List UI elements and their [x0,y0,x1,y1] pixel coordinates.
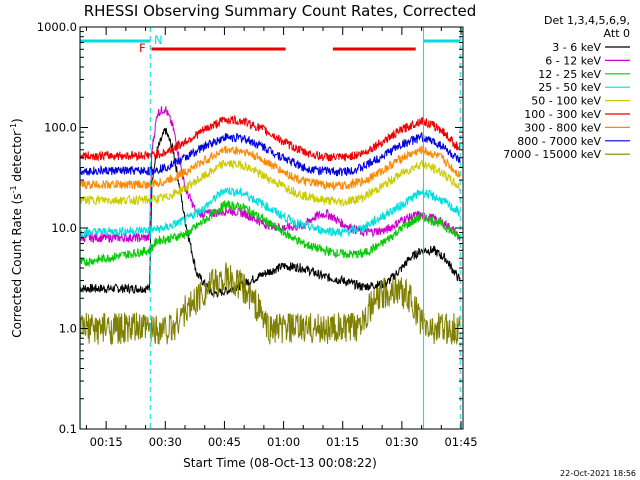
y-tick-label-0: 1000.0 [37,20,77,34]
chart-title: RHESSI Observing Summary Count Rates, Co… [84,2,477,20]
legend-header-1: Det 1,3,4,5,6,9, [544,14,630,27]
legend-label-4: 50 - 100 keV [531,95,601,108]
y-axis-ticks: 1000.0 100.0 10.0 1.0 0.1 [37,20,463,436]
y-tick-label-4: 0.1 [59,422,77,436]
series-3 [79,187,461,239]
flag-label-n: N [154,33,163,47]
legend-label-8: 7000 - 15000 keV [503,148,601,161]
series-line-3 [79,187,461,239]
series-line-0 [79,127,461,298]
series-line-7 [79,132,461,177]
x-tick-label-3: 01:00 [267,435,300,449]
x-tick-label-4: 01:15 [326,435,359,449]
series-8 [79,262,461,346]
legend-header-2: Att 0 [604,27,630,40]
y-axis-label: Corrected Count Rate (s-1 detector-1) [9,118,24,337]
series-5 [79,114,461,162]
series-line-5 [79,114,461,162]
flag-label-f: F [139,41,146,55]
legend-label-2: 12 - 25 keV [538,68,601,81]
x-tick-label-0: 00:15 [90,435,123,449]
series-layer [79,106,461,346]
flag-layer [80,39,461,51]
legend-label-3: 25 - 50 keV [538,81,601,94]
legend-label-0: 3 - 6 keV [552,41,601,54]
x-tick-label-5: 01:30 [385,435,418,449]
y-tick-label-3: 1.0 [59,322,77,336]
series-line-6 [79,145,461,192]
series-line-2 [79,199,461,268]
legend-label-6: 300 - 800 keV [524,121,601,134]
footer-date: 22-Oct-2021 18:56 [560,469,636,478]
x-axis-label: Start Time (08-Oct-13 00:08:22) [183,456,377,470]
series-7 [79,132,461,177]
series-0 [79,127,461,298]
series-line-4 [79,159,461,207]
y-tick-label-1: 100.0 [44,121,77,135]
x-tick-label-6: 01:45 [444,435,477,449]
series-line-8 [79,262,461,346]
legend-label-1: 6 - 12 keV [545,54,601,67]
x-tick-label-1: 00:30 [149,435,182,449]
x-tick-label-2: 00:45 [208,435,241,449]
legend-label-7: 800 - 7000 keV [517,135,601,148]
plot-area: 1000.0 100.0 10.0 1.0 0.1 00:15 00:30 00:45 01:… [37,20,478,449]
x-axis-ticks: 00:15 00:30 00:45 01:00 01:15 01:30 01:45 [85,27,478,449]
series-4 [79,159,461,207]
legend-label-5: 100 - 300 keV [524,108,601,121]
series-2 [79,199,461,268]
series-6 [79,145,461,192]
y-tick-label-2: 10.0 [51,221,77,235]
